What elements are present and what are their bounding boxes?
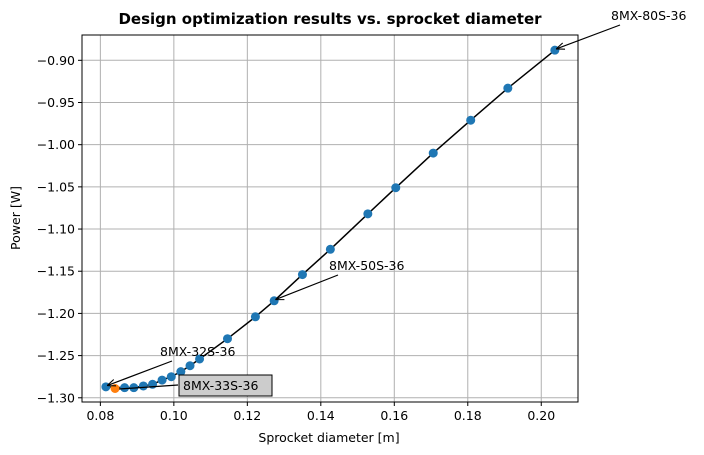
y-tick-label: −1.15: [37, 264, 75, 279]
highlighted-data-point: [110, 384, 120, 394]
data-point: [138, 381, 148, 391]
highlight-marker: [110, 384, 120, 394]
x-tick-label: 0.10: [160, 408, 188, 423]
data-point: [120, 383, 130, 393]
annotation-arrow: [108, 360, 173, 385]
x-axis-label: Sprocket diameter [m]: [258, 430, 399, 445]
data-point: [185, 361, 195, 371]
y-axis-label: Power [W]: [8, 186, 23, 250]
data-point: [503, 83, 513, 93]
data-point: [297, 270, 307, 280]
annotation-box: [178, 374, 273, 397]
annotation-label: 8MX-32S-36: [160, 344, 235, 359]
x-tick-label: 0.14: [307, 408, 335, 423]
plot-frame: [81, 34, 579, 403]
x-tick-label: 0.08: [86, 408, 114, 423]
data-point: [391, 183, 401, 193]
x-tick-label: 0.16: [380, 408, 408, 423]
x-tick-label: 0.12: [233, 408, 261, 423]
annotation-arrow: [276, 274, 339, 299]
y-tick-label: −1.20: [37, 306, 75, 321]
series-polyline: [105, 49, 556, 389]
series-markers: [101, 45, 560, 393]
y-tick-label: −1.30: [37, 390, 75, 405]
x-axis: 0.08 0.10 0.12 0.14 0.16 0.18 0.20: [86, 402, 555, 423]
annotation-boxed: 8MX-33S-36: [119, 374, 273, 397]
data-point: [157, 375, 167, 385]
annotation-connector: [119, 384, 179, 390]
annotation-arrow: [557, 24, 621, 49]
y-tick-label: −0.95: [37, 95, 75, 110]
chart-title: Design optimization results vs. sprocket…: [118, 10, 542, 28]
y-tick-label: −1.10: [37, 222, 75, 237]
annotation: 8MX-50S-36: [276, 258, 404, 299]
data-point: [101, 382, 111, 392]
data-point: [250, 312, 260, 322]
data-point: [428, 148, 438, 158]
x-tick-label: 0.18: [454, 408, 482, 423]
grid: [82, 35, 578, 402]
data-point: [363, 209, 373, 219]
annotation-label: 8MX-80S-36: [611, 8, 686, 23]
x-tick-label: 0.20: [527, 408, 555, 423]
series-line: [105, 49, 556, 389]
annotation-label: 8MX-50S-36: [329, 258, 404, 273]
y-tick-label: −1.00: [37, 137, 75, 152]
annotations: 8MX-80S-36 8MX-50S-36 8MX-32S-36 8MX-33S-36: [108, 8, 686, 397]
y-axis: −0.90 −0.95 −1.00 −1.05 −1.10 −1.15 −1.20 −1.25…: [37, 53, 82, 405]
y-tick-label: −1.05: [37, 179, 75, 194]
data-point: [269, 296, 279, 306]
data-point: [466, 115, 476, 125]
annotation: 8MX-32S-36: [108, 344, 235, 385]
y-tick-label: −1.25: [37, 348, 75, 363]
data-point: [176, 367, 186, 377]
y-tick-label: −0.90: [37, 53, 75, 68]
data-point: [550, 45, 560, 55]
data-point: [325, 244, 335, 254]
data-point: [222, 334, 232, 344]
annotation-label: 8MX-33S-36: [183, 378, 258, 393]
data-point: [166, 372, 176, 382]
data-point: [195, 354, 205, 364]
annotation: 8MX-80S-36: [557, 8, 686, 49]
